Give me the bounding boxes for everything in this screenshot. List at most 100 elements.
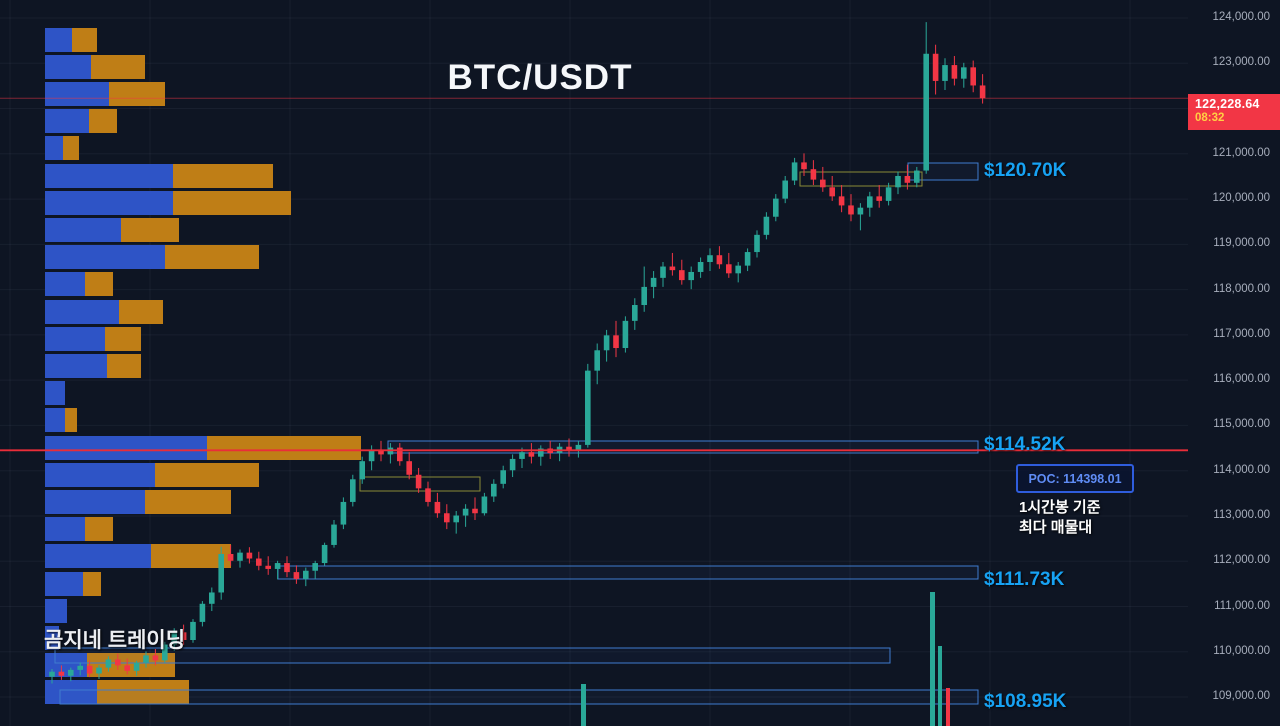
candle-body (415, 474, 422, 489)
volume-profile-row-blue (45, 245, 165, 269)
candle-body (857, 207, 864, 215)
price-axis-label: 112,000.00 (1213, 554, 1270, 567)
candle-body (519, 452, 525, 459)
level-label-108-95k: $108.95K (984, 691, 1067, 712)
candle-body (265, 565, 271, 569)
candle-body (68, 669, 74, 676)
candle-body (190, 621, 196, 641)
candle-body (613, 335, 619, 349)
candle-body (303, 570, 309, 579)
volume-profile-row-orange (107, 354, 141, 378)
candle-body (124, 665, 130, 671)
volume-profile-row-orange (97, 680, 189, 704)
volume-profile-row-orange (105, 327, 141, 351)
candle-body (895, 175, 901, 188)
page-title: BTC/USDT (447, 58, 633, 97)
poc-annotation-line2: 최다 매물대 (1019, 519, 1093, 536)
candle-body (970, 67, 976, 86)
current-price-badge: 122,228.64 08:32 (1188, 94, 1280, 130)
candle-body (914, 170, 920, 183)
candle-body (829, 187, 835, 197)
candle-body (622, 320, 629, 349)
candle-body (773, 198, 779, 217)
candle-body (143, 655, 149, 663)
candle-body (810, 169, 817, 180)
volume-profile-row-orange (91, 55, 145, 79)
candle-body (58, 671, 65, 676)
level-box[interactable] (54, 647, 891, 664)
price-axis-label: 116,000.00 (1213, 373, 1270, 386)
candle-body (425, 488, 431, 502)
candle-body (444, 513, 450, 523)
candle-body (237, 552, 243, 561)
volume-profile-row-orange (119, 300, 163, 324)
candle-body (932, 53, 939, 81)
volume-profile-row-blue (45, 572, 83, 596)
candle-body (162, 644, 168, 661)
price-axis-label: 115,000.00 (1213, 418, 1270, 431)
candle-body (585, 370, 591, 445)
volume-profile-row-blue (45, 109, 89, 133)
volume-profile-row-blue (45, 544, 151, 568)
candle-body (284, 563, 290, 573)
candle-body (500, 470, 506, 484)
watermark: 곰지네 트레이딩 (44, 629, 186, 652)
candle-body (77, 665, 83, 670)
candle-body (632, 305, 638, 321)
candle-body (115, 659, 121, 666)
candle-body (942, 65, 948, 81)
volume-profile-row-orange (85, 517, 113, 541)
candle-body (801, 162, 807, 170)
volume-profile-row-orange (89, 109, 117, 133)
level-box[interactable] (799, 171, 923, 187)
volume-profile-row-orange (85, 272, 113, 296)
candle-body (321, 544, 328, 564)
poc-annotation: 1시간봉 기준 최다 매물대 (1019, 498, 1101, 538)
candle-body (961, 67, 967, 79)
volume-profile-row-orange (63, 136, 79, 160)
candle-countdown: 08:32 (1195, 112, 1225, 124)
poc-label: POC: 114398.01 (1028, 471, 1122, 486)
volume-profile-row-orange (155, 463, 259, 487)
candle-body (96, 667, 102, 674)
candle-body (594, 350, 600, 371)
candle-body (180, 632, 187, 641)
candle-body (509, 458, 516, 471)
candle-body (697, 262, 704, 272)
candle-body (763, 216, 770, 235)
poc-callout[interactable]: POC: 114398.01 (1016, 464, 1134, 493)
candle-body (820, 179, 826, 188)
candle-body (481, 496, 488, 514)
price-axis-label: 109,000.00 (1212, 690, 1270, 703)
price-axis[interactable]: 124,000.00 123,000.00 121,000.00 120,000.00… (1192, 0, 1274, 726)
price-axis-label: 111,000.00 (1214, 599, 1270, 612)
level-label-111-73k: $111.73K (984, 569, 1065, 590)
volume-profile-row-blue (45, 164, 173, 188)
price-axis-label: 119,000.00 (1213, 237, 1270, 250)
volume-profile-row-blue (45, 626, 59, 650)
candle-body (105, 659, 112, 668)
volume-spike-bar (938, 646, 942, 726)
candle-body (491, 483, 497, 497)
level-box[interactable] (277, 565, 979, 580)
candle-body (331, 524, 337, 545)
candle-body (359, 461, 365, 480)
candle-body (378, 449, 384, 455)
candle-body (246, 552, 253, 559)
level-box[interactable] (59, 689, 979, 705)
volume-profile-row-blue (45, 327, 105, 351)
candle-body (274, 563, 281, 569)
volume-profile-row-blue (45, 490, 145, 514)
candle-body (350, 479, 356, 502)
candle-body (171, 632, 177, 645)
candle-body (218, 553, 224, 593)
candle-body (434, 501, 441, 514)
candle-body (660, 266, 666, 278)
volume-profile-row-orange (109, 82, 165, 106)
candle-body (904, 175, 911, 183)
volume-profile-row-blue (45, 191, 173, 215)
candle-body (979, 85, 986, 99)
candle-body (199, 603, 206, 622)
